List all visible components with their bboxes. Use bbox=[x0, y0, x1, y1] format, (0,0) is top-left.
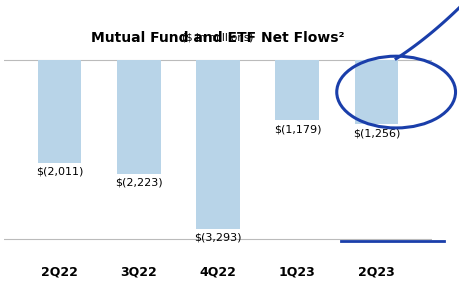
Bar bbox=[117, 60, 161, 174]
Text: $(1,256): $(1,256) bbox=[353, 128, 400, 138]
Text: ($ in millions): ($ in millions) bbox=[182, 32, 254, 42]
Bar bbox=[275, 60, 319, 120]
Bar bbox=[38, 60, 81, 163]
Title: Mutual Fund and ETF Net Flows²: Mutual Fund and ETF Net Flows² bbox=[91, 31, 345, 45]
Text: $(3,293): $(3,293) bbox=[195, 233, 242, 243]
Bar bbox=[354, 60, 398, 124]
Text: $(2,223): $(2,223) bbox=[115, 178, 163, 188]
Text: $(1,179): $(1,179) bbox=[274, 124, 321, 134]
Bar bbox=[196, 60, 240, 229]
Text: $(2,011): $(2,011) bbox=[36, 167, 84, 177]
